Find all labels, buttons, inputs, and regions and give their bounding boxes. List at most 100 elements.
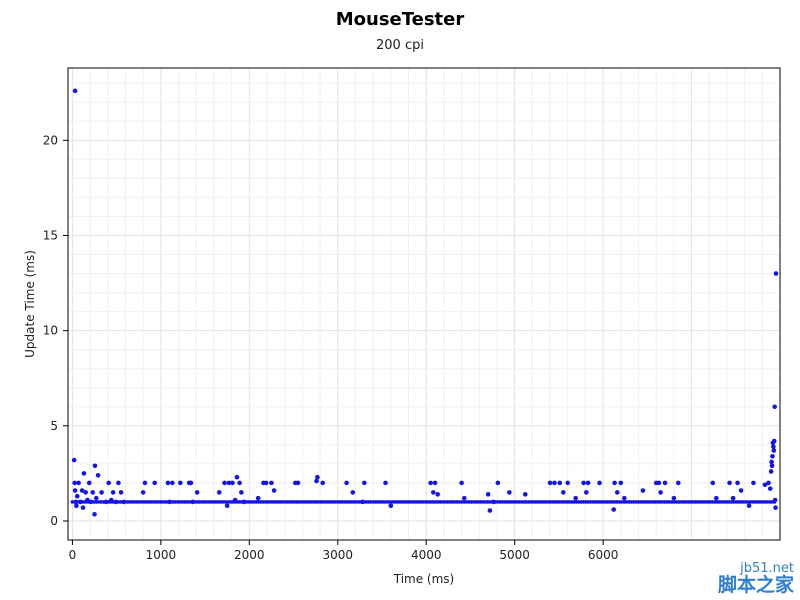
data-point bbox=[771, 448, 777, 453]
axis-ticks: 0 1000 2000 3000 4000 5000 6000 0 5 10 15 20 bbox=[43, 133, 619, 562]
data-point bbox=[611, 507, 617, 512]
data-point bbox=[360, 499, 365, 505]
data-point bbox=[767, 486, 773, 491]
data-point bbox=[772, 497, 778, 503]
data-point bbox=[771, 444, 776, 450]
data-point bbox=[216, 490, 222, 495]
data-point bbox=[94, 495, 99, 501]
data-point bbox=[435, 492, 441, 497]
data-point bbox=[320, 480, 326, 486]
data-point bbox=[116, 480, 121, 486]
data-point bbox=[735, 480, 740, 486]
watermark-brand: 脚本之家 bbox=[717, 574, 794, 597]
data-point bbox=[315, 474, 320, 480]
data-point bbox=[170, 480, 175, 486]
data-point bbox=[485, 492, 491, 497]
data-point bbox=[224, 503, 230, 509]
data-point bbox=[459, 480, 464, 486]
data-point bbox=[772, 404, 777, 410]
x-tick-label: 2000 bbox=[234, 548, 265, 562]
data-point bbox=[72, 480, 77, 486]
data-point bbox=[710, 480, 716, 486]
data-point bbox=[771, 438, 777, 444]
data-point bbox=[507, 490, 512, 495]
data-point bbox=[622, 495, 627, 501]
data-point bbox=[78, 499, 83, 505]
y-tick-label: 15 bbox=[43, 228, 58, 242]
y-tick-label: 5 bbox=[50, 419, 58, 433]
data-point bbox=[344, 480, 349, 486]
data-point bbox=[658, 490, 663, 495]
data-point bbox=[72, 488, 78, 493]
data-point bbox=[547, 480, 553, 486]
data-point bbox=[99, 490, 104, 495]
data-point bbox=[106, 480, 111, 486]
data-point bbox=[552, 480, 557, 486]
data-point bbox=[730, 495, 736, 501]
watermark: jb51.net 脚本之家 bbox=[718, 562, 794, 596]
data-point bbox=[727, 480, 732, 486]
data-point bbox=[770, 453, 775, 459]
y-tick-label: 20 bbox=[43, 133, 58, 147]
data-point bbox=[361, 480, 367, 486]
baseline-trace bbox=[70, 500, 777, 504]
data-point bbox=[295, 480, 301, 486]
data-point bbox=[188, 480, 194, 486]
data-point bbox=[81, 471, 87, 476]
data-point bbox=[662, 480, 668, 486]
data-point bbox=[95, 472, 101, 478]
data-point bbox=[557, 480, 563, 486]
data-point bbox=[121, 499, 127, 505]
data-point bbox=[350, 490, 356, 495]
data-point bbox=[222, 480, 227, 486]
data-point bbox=[738, 488, 744, 493]
data-point bbox=[86, 480, 92, 486]
data-point bbox=[190, 499, 196, 505]
data-point bbox=[72, 88, 78, 94]
data-point bbox=[461, 495, 467, 501]
data-point bbox=[671, 495, 677, 501]
data-point bbox=[573, 495, 578, 501]
data-point bbox=[584, 490, 589, 495]
data-point bbox=[239, 490, 244, 495]
data-point bbox=[581, 480, 586, 486]
data-point bbox=[751, 480, 756, 486]
data-point bbox=[92, 512, 97, 517]
data-point bbox=[383, 480, 388, 486]
y-axis-label: Update Time (ms) bbox=[23, 250, 37, 358]
data-point bbox=[495, 480, 501, 486]
chart-title: MouseTester bbox=[335, 9, 465, 30]
data-point bbox=[430, 490, 436, 495]
data-point bbox=[314, 478, 319, 484]
data-points bbox=[71, 88, 779, 517]
data-point bbox=[76, 480, 81, 486]
data-point bbox=[73, 499, 79, 505]
x-tick-label: 3000 bbox=[322, 548, 353, 562]
data-point bbox=[773, 505, 778, 510]
data-point bbox=[92, 463, 98, 469]
data-point bbox=[565, 480, 571, 486]
data-point bbox=[618, 480, 624, 486]
watermark-domain: jb51.net bbox=[740, 561, 794, 577]
grid bbox=[68, 68, 780, 540]
data-point bbox=[428, 480, 433, 486]
data-point bbox=[241, 499, 247, 505]
data-point bbox=[165, 480, 171, 486]
data-point bbox=[230, 480, 235, 486]
x-axis-label: Time (ms) bbox=[393, 572, 455, 586]
data-point bbox=[746, 503, 752, 509]
data-point bbox=[110, 490, 116, 495]
data-point bbox=[194, 490, 200, 495]
data-point bbox=[85, 497, 90, 503]
data-point bbox=[432, 480, 438, 486]
data-point bbox=[118, 490, 124, 495]
data-point bbox=[769, 463, 775, 469]
data-point bbox=[74, 503, 79, 509]
data-point bbox=[113, 499, 119, 505]
data-point bbox=[263, 480, 269, 486]
data-point bbox=[656, 480, 662, 486]
data-point bbox=[71, 457, 77, 463]
data-point bbox=[140, 490, 146, 495]
data-point bbox=[232, 497, 238, 503]
data-point bbox=[768, 469, 774, 474]
